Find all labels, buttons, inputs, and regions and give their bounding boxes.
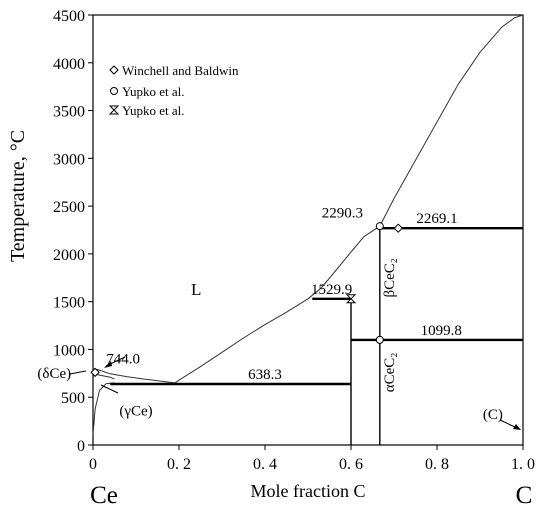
y-tick-label: 4500 [53, 8, 85, 25]
annotation-label: (γCe) [119, 403, 152, 419]
curve-gamma-Ce-solvus [92, 382, 115, 435]
plot-frame [92, 14, 524, 446]
annotation-label: (C) [483, 407, 503, 423]
phase-boundaries [92, 14, 524, 435]
point-diamond [90, 367, 100, 378]
legend-item-3: Yupko et al. [122, 103, 184, 118]
x-axis-label: Mole fraction C [251, 481, 366, 501]
endpoint-left-label: Ce [90, 482, 118, 509]
y-tick-label: 500 [61, 390, 85, 407]
curve-liquidus-left [92, 368, 175, 384]
legend-circle-marker [110, 87, 118, 95]
curve-liquidus-mid [174, 298, 309, 384]
annot-C-arrowhead [513, 424, 521, 430]
point-circle [375, 335, 384, 344]
point-circle [375, 222, 384, 231]
curve-liquidus-upper [307, 225, 381, 300]
annot-gamma-arrow [100, 384, 119, 394]
y-tick-label: 0 [77, 438, 85, 455]
y-tick-label: 1500 [53, 295, 85, 312]
x-tick-label: 0. 8 [425, 456, 449, 473]
annot-744-arrowhead [104, 361, 112, 368]
legend-item-2: Yupko et al. [122, 84, 184, 99]
x-tick-label: 0. 6 [339, 456, 363, 473]
legend-diamond-marker [109, 65, 119, 75]
x-tick-label: 0. 4 [253, 456, 277, 473]
annotation-label: (δCe) [37, 366, 71, 382]
y-tick-label: 2000 [53, 247, 85, 264]
legend: Winchell and Baldwin Yupko et al. Yupko … [108, 63, 239, 118]
isotherm-label: 2269.1 [416, 211, 457, 227]
legend-hourglass-marker [108, 105, 120, 115]
x-tick-label: 0 [89, 456, 97, 473]
y-tick-label: 4000 [53, 56, 85, 73]
isotherm-label: 638.3 [248, 367, 282, 383]
y-axis-label: Temperature, °C [7, 130, 29, 262]
endpoint-right-label: C [516, 482, 533, 509]
annotation-label: 744.0 [106, 351, 140, 367]
y-tick-label: 1000 [53, 342, 85, 359]
annotation-label: 2290.3 [322, 206, 363, 222]
isotherm-label: 1099.8 [421, 323, 462, 339]
curve-delta-Ce-gamma-boundary [92, 373, 115, 380]
isotherm-label: 1529.9 [311, 282, 352, 298]
y-tick-label: 3500 [53, 104, 85, 121]
x-tick-label: 0. 2 [167, 456, 191, 473]
annot-delta-arrow [69, 370, 87, 375]
annotation-label: L [191, 280, 201, 299]
data-points [90, 222, 404, 378]
y-tick-label: 2500 [53, 199, 85, 216]
annotation-label: βCeC₂ [382, 258, 398, 298]
x-tick-label: 1. 0 [511, 456, 535, 473]
y-tick-label: 3000 [53, 151, 85, 168]
y-axis-ticks: 0 500 1000 1500 2000 2500 3000 3500 4000 4500 [53, 8, 93, 455]
legend-item-1: Winchell and Baldwin [122, 63, 239, 78]
annot-C-arrow [499, 419, 518, 429]
curve-liquidus-C [379, 14, 524, 227]
annotation-label: αCeC₂ [382, 352, 398, 392]
point-hourglass [345, 294, 357, 304]
annotations: 744.0 2290.3 L (δCe) (γCe) βCeC₂ αCeC₂ (C) 638.3… [37, 206, 502, 424]
x-axis-ticks: 0 0. 2 0. 4 0. 6 0. 8 1. 0 [89, 445, 535, 473]
point-diamond [393, 223, 404, 233]
